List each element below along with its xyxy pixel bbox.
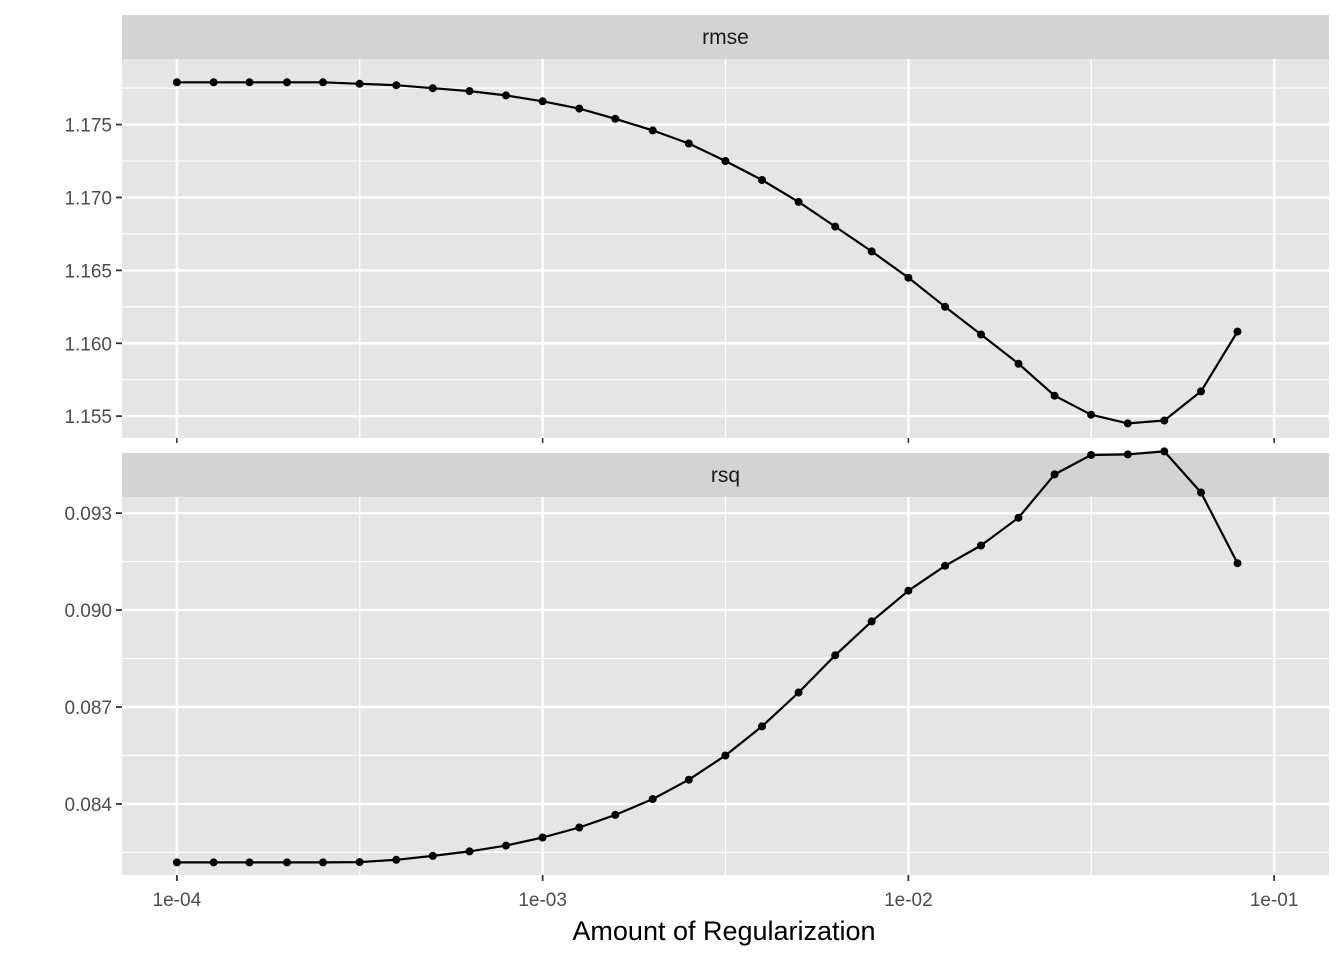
data-point-rmse xyxy=(575,104,584,113)
strip-label-rsq: rsq xyxy=(711,464,740,487)
data-point-rsq xyxy=(1233,559,1242,568)
y-tick-label: 1.170 xyxy=(64,188,112,209)
data-point-rmse xyxy=(465,87,474,96)
y-tick-label: 1.155 xyxy=(64,407,112,428)
data-point-rmse xyxy=(721,157,730,165)
data-point-rsq xyxy=(904,586,913,595)
data-point-rmse xyxy=(538,97,547,106)
data-point-rmse xyxy=(1050,391,1059,400)
data-point-rmse xyxy=(1014,359,1023,368)
data-point-rmse xyxy=(502,91,510,100)
facet-panels: rmse 1.155 1.160 1.165 1.170 1.175 rsq 0.084 0.0… xyxy=(64,15,1329,911)
data-point-rmse xyxy=(977,330,985,339)
strip-rmse xyxy=(122,15,1329,59)
y-tick-label: 0.090 xyxy=(64,601,112,622)
data-point-rmse xyxy=(941,302,950,311)
data-point-rmse xyxy=(867,247,876,256)
y-tick-label: 0.087 xyxy=(64,698,112,719)
strip-label-rmse: rmse xyxy=(702,26,749,49)
data-point-rsq xyxy=(648,795,657,804)
strip-rsq xyxy=(122,453,1329,497)
data-point-rsq xyxy=(1050,470,1059,479)
data-point-rmse xyxy=(758,176,766,184)
data-point-rsq xyxy=(465,847,474,856)
data-point-rsq xyxy=(209,858,218,867)
data-point-rsq xyxy=(721,751,730,760)
data-point-rsq xyxy=(831,651,840,660)
data-point-rsq xyxy=(684,775,693,784)
data-point-rmse xyxy=(283,78,291,87)
y-tick-label: 0.084 xyxy=(64,795,112,816)
series-line-rmse xyxy=(176,81,1239,425)
data-point-rsq xyxy=(283,858,291,867)
x-tick-label: 1e-03 xyxy=(518,890,567,911)
y-tick-label: 0.093 xyxy=(64,504,112,525)
data-point-rsq xyxy=(502,841,510,850)
y-tick-label: 1.160 xyxy=(64,334,112,355)
data-point-rsq xyxy=(1197,488,1205,497)
data-point-rmse xyxy=(1087,410,1096,419)
data-point-rsq xyxy=(428,851,437,860)
panel-rsq: rsq 0.084 0.087 0.090 0.093 1e-04 1e-03 1e-02 1e… xyxy=(64,447,1329,911)
data-point-rsq xyxy=(1087,451,1096,459)
panel-rmse: rmse 1.155 1.160 1.165 1.170 1.175 xyxy=(64,15,1329,443)
data-point-rmse xyxy=(611,114,620,123)
data-point-rsq xyxy=(1014,513,1023,522)
data-point-rsq xyxy=(758,722,766,731)
data-point-rmse xyxy=(684,139,693,148)
data-point-rmse xyxy=(794,197,803,206)
data-point-rsq xyxy=(1160,447,1169,456)
data-point-rmse xyxy=(319,78,327,87)
data-point-rsq xyxy=(319,858,327,867)
data-point-rmse xyxy=(172,78,181,87)
data-point-rmse xyxy=(1233,327,1242,336)
data-point-rmse xyxy=(1160,416,1169,425)
data-point-rmse xyxy=(1197,387,1205,396)
data-point-rmse xyxy=(392,81,401,90)
data-point-rsq xyxy=(245,858,254,867)
data-point-rsq xyxy=(355,858,364,867)
data-point-rsq xyxy=(941,561,950,570)
data-point-rmse xyxy=(209,78,218,87)
data-point-rmse xyxy=(355,79,364,88)
x-tick-label: 1e-01 xyxy=(1250,890,1299,911)
data-point-rsq xyxy=(575,823,584,832)
data-point-rmse xyxy=(648,126,657,135)
data-point-rmse xyxy=(904,273,913,282)
data-point-rsq xyxy=(172,858,181,867)
data-point-rsq xyxy=(867,617,876,626)
data-point-rmse xyxy=(831,222,840,231)
data-point-rsq xyxy=(392,855,401,864)
series-line-rsq xyxy=(176,450,1239,864)
data-point-rsq xyxy=(1123,450,1132,459)
data-point-rmse xyxy=(245,78,254,87)
data-point-rsq xyxy=(977,541,985,550)
y-tick-label: 1.175 xyxy=(64,116,112,137)
x-tick-label: 1e-04 xyxy=(153,890,202,911)
data-point-rmse xyxy=(428,84,437,93)
x-tick-label: 1e-02 xyxy=(884,890,933,911)
y-tick-label: 1.165 xyxy=(64,261,112,282)
x-axis-title: Amount of Regularization xyxy=(572,916,875,946)
data-point-rmse xyxy=(1123,419,1132,428)
data-point-rsq xyxy=(538,833,547,842)
data-point-rsq xyxy=(611,810,620,819)
data-point-rsq xyxy=(794,688,803,697)
